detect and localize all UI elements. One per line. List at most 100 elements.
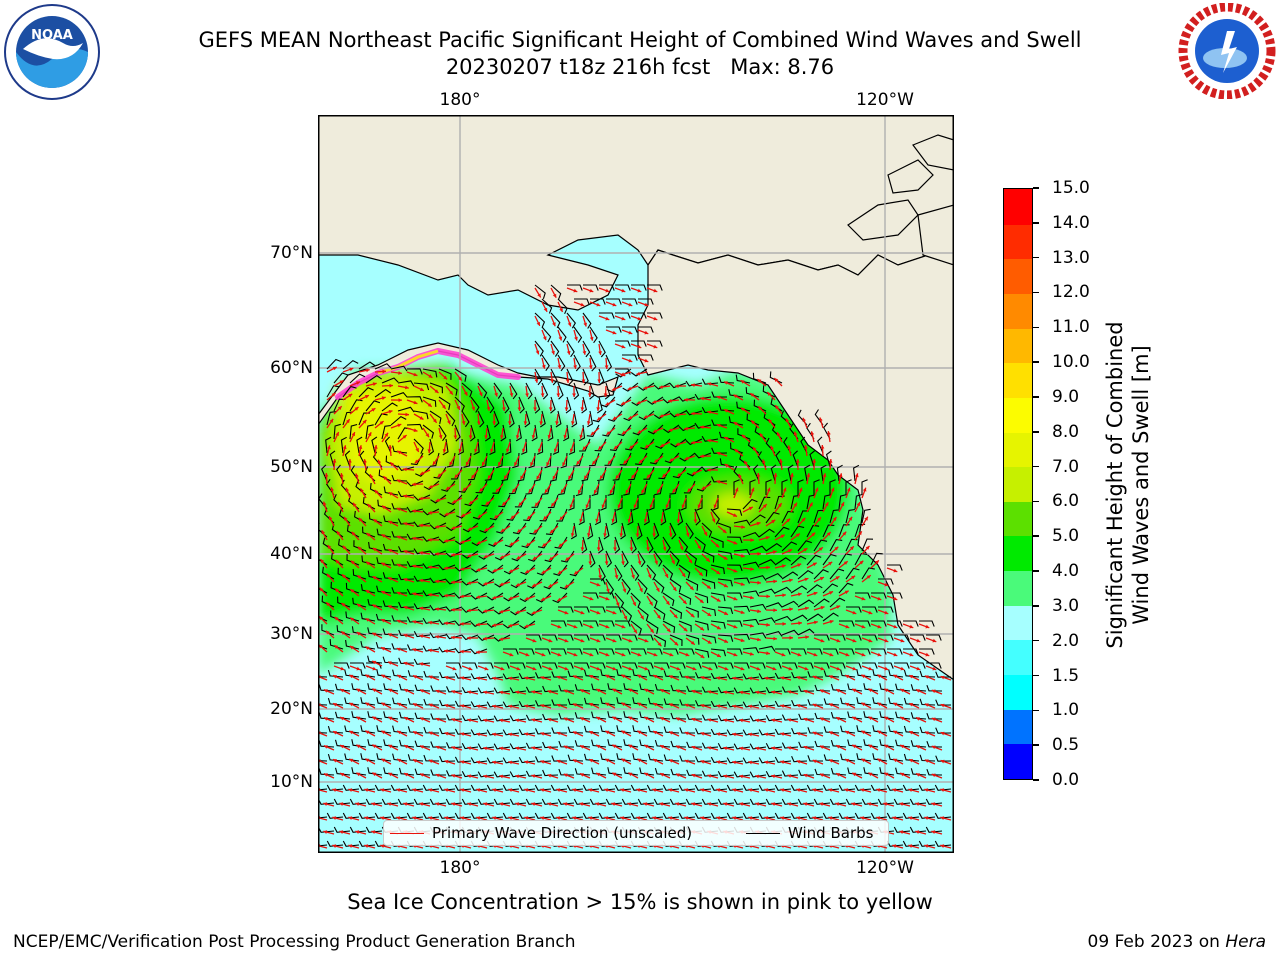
wave-direction-arrowhead — [403, 494, 408, 499]
lat-tick-30n: 30°N — [270, 624, 313, 644]
wave-direction-arrowhead — [628, 716, 633, 721]
wave-direction-arrowhead — [851, 575, 856, 580]
wind-barb — [598, 784, 616, 791]
wave-direction-arrowhead — [810, 431, 815, 436]
wave-direction-arrowhead — [757, 637, 761, 642]
wind-barb — [445, 798, 463, 805]
wind-barb — [422, 645, 440, 652]
wind-barb — [733, 479, 740, 495]
wave-direction-arrowhead — [467, 608, 471, 613]
wave-direction-arrowhead — [569, 504, 574, 509]
wind-barb — [847, 683, 863, 692]
wave-direction-arrowhead — [524, 816, 529, 820]
wind-barb — [617, 424, 632, 437]
wind-barb — [717, 743, 735, 750]
wave-direction-arrowhead — [460, 760, 465, 764]
wind-barb — [630, 564, 640, 581]
wave-direction-arrowhead — [601, 504, 606, 509]
wave-direction-arrowhead — [684, 456, 689, 461]
wind-barb — [823, 698, 840, 706]
wind-barb — [392, 445, 408, 454]
wind-barb — [327, 697, 344, 706]
wave-direction-arrowhead — [517, 407, 522, 411]
wave-direction-arrowhead — [483, 802, 488, 806]
wave-direction-arrowhead — [556, 759, 561, 764]
wind-barb — [607, 683, 623, 692]
wave-direction-arrowhead — [476, 816, 481, 820]
wind-barb — [749, 798, 767, 805]
wave-direction-arrowhead — [342, 574, 346, 579]
wind-barb — [462, 522, 479, 533]
wind-barb — [758, 617, 776, 624]
wave-direction-arrowhead — [835, 802, 840, 806]
wave-direction-arrowhead — [924, 675, 929, 679]
wave-direction-arrowhead — [893, 674, 898, 679]
wind-barb — [429, 798, 447, 805]
wave-direction-arrowhead — [476, 760, 481, 765]
wind-barb — [445, 633, 463, 640]
wind-barb — [749, 603, 767, 610]
wave-direction-arrowhead — [877, 758, 882, 763]
wind-barb — [367, 767, 383, 776]
wave-direction-arrowhead — [787, 802, 792, 806]
wind-barb — [749, 715, 767, 722]
wave-direction-arrowhead — [580, 745, 584, 749]
wave-direction-arrowhead — [628, 638, 633, 643]
wave-direction-arrowhead — [931, 802, 936, 806]
wave-direction-arrowhead — [772, 666, 777, 671]
wind-barb — [758, 812, 776, 819]
wind-barb — [413, 438, 424, 454]
wind-barb — [574, 298, 590, 305]
wave-direction-arrowhead — [764, 788, 769, 792]
wave-direction-arrowhead — [908, 844, 913, 848]
wind-barb — [765, 543, 783, 552]
wind-barb — [377, 499, 392, 510]
wind-barb — [457, 438, 464, 456]
wind-barb — [438, 812, 456, 819]
wave-direction-arrowhead — [372, 632, 377, 637]
wind-barb — [717, 606, 734, 615]
wind-barb — [582, 784, 600, 791]
wave-direction-arrowhead — [653, 759, 658, 763]
wind-barb — [318, 760, 328, 762]
wind-barb — [591, 711, 607, 720]
wind-barb — [611, 508, 618, 526]
wind-barb — [471, 536, 488, 547]
wind-barb — [632, 424, 648, 436]
wave-direction-arrowhead — [508, 732, 513, 737]
wave-direction-arrowhead — [819, 417, 823, 422]
wind-barb — [787, 464, 794, 482]
wind-barb — [669, 798, 687, 805]
wave-direction-arrowhead — [339, 473, 344, 477]
wave-direction-arrowhead — [759, 433, 764, 437]
wind-barb — [758, 496, 771, 510]
wave-direction-arrowhead — [628, 415, 633, 420]
wind-barb — [670, 684, 687, 692]
wave-direction-arrowhead — [653, 731, 658, 735]
wind-barb — [647, 669, 664, 678]
wave-direction-arrowhead — [892, 844, 897, 848]
wind-barb — [609, 438, 623, 452]
wind-barb — [855, 592, 871, 599]
wave-direction-arrowhead — [676, 519, 681, 523]
wind-barb — [318, 684, 335, 692]
wind-barb — [486, 396, 495, 414]
wave-direction-arrowhead — [621, 730, 626, 735]
wind-barb — [791, 648, 807, 655]
wind-barb — [470, 701, 488, 708]
wave-direction-arrowhead — [829, 620, 834, 624]
wind-barb — [879, 711, 895, 720]
wind-barb — [454, 424, 461, 442]
wind-barb — [574, 712, 591, 720]
wave-direction-arrowhead — [877, 674, 882, 679]
wind-barb — [822, 494, 831, 510]
wave-direction-arrowhead — [660, 666, 665, 671]
lat-tick-10n: 10°N — [270, 772, 313, 792]
wave-direction-arrowhead — [348, 788, 353, 792]
wind-barb — [830, 739, 847, 748]
wave-direction-arrowhead — [916, 773, 920, 777]
wave-direction-arrowhead — [379, 421, 384, 425]
wave-direction-arrowhead — [564, 610, 569, 615]
wave-direction-arrowhead — [636, 400, 641, 405]
wave-direction-arrowhead — [438, 434, 443, 439]
